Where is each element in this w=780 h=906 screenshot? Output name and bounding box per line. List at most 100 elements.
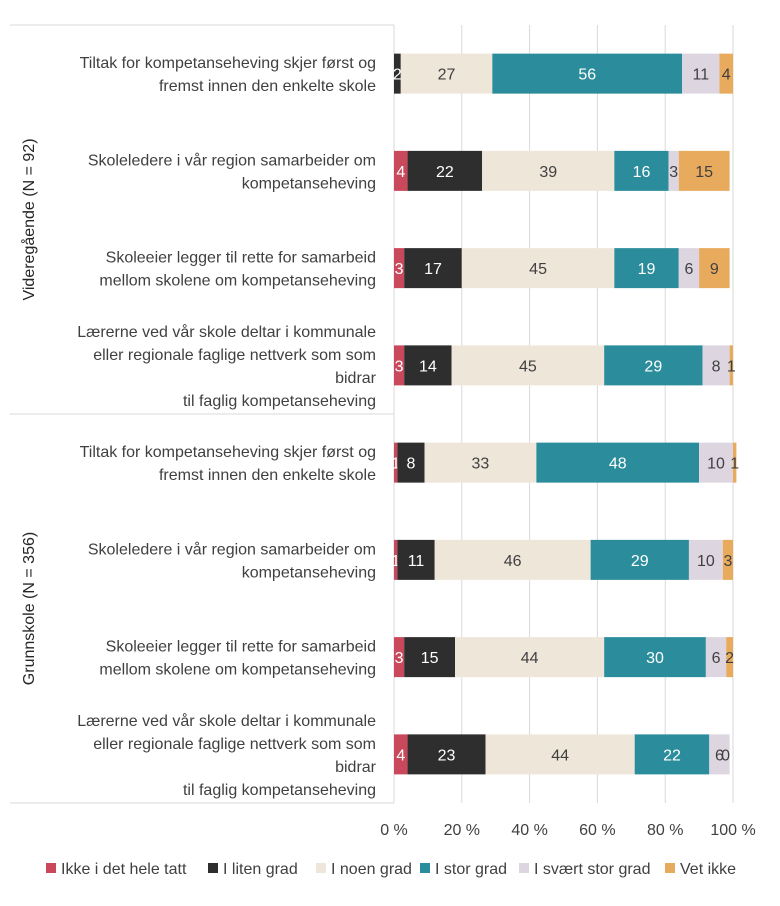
bar-segment (668, 150, 679, 191)
data-label: 3 (669, 164, 678, 181)
data-label: 3 (395, 650, 404, 667)
category-label: eller regionale faglige nettverk som som (93, 736, 376, 753)
bar-segment (434, 539, 591, 580)
bar-segment (604, 637, 706, 678)
data-label: 30 (646, 650, 664, 667)
data-label: 23 (438, 747, 456, 764)
category-label: fremst innen den enkelte skole (159, 467, 376, 484)
data-label: 19 (638, 261, 656, 278)
category-label: Skoleeier legger til rette for samarbeid (106, 250, 376, 267)
legend-label: I noen grad (331, 861, 412, 878)
data-label: 1 (391, 456, 400, 473)
bar-segment (394, 734, 408, 775)
legend-swatch (316, 863, 326, 873)
bar-segment (492, 53, 683, 94)
bar-segment (722, 539, 733, 580)
bar-segment (604, 345, 703, 386)
data-label: 39 (539, 164, 557, 181)
data-label: 15 (695, 164, 713, 181)
bar-segment (397, 539, 435, 580)
data-label: 0 (721, 747, 730, 764)
bar-segment (733, 442, 737, 483)
bar-segment (699, 248, 730, 289)
bar-segment (590, 539, 689, 580)
group-label: Videregående (N = 92) (20, 138, 38, 300)
data-label: 46 (504, 553, 522, 570)
bar-segment (394, 539, 398, 580)
category-label: Lærerne ved vår skole deltar i kommunale (77, 712, 376, 730)
bar-segment (400, 53, 493, 94)
data-label: 6 (715, 747, 724, 764)
data-label: 1 (727, 358, 736, 375)
data-label: 14 (419, 358, 437, 375)
legend-label: I stor grad (435, 861, 507, 878)
bar-segment (678, 150, 730, 191)
bar-segment (614, 248, 679, 289)
category-label: fremst innen den enkelte skole (159, 78, 376, 95)
legend-swatch (420, 863, 430, 873)
bar-segment (482, 150, 615, 191)
bar-segment (394, 345, 405, 386)
bar-segment (394, 442, 398, 483)
data-label: 4 (396, 164, 405, 181)
bar-segment (705, 637, 727, 678)
bar-segment (407, 150, 483, 191)
data-label: 15 (421, 650, 439, 667)
category-label: Skoleledere i vår region samarbeider om (88, 151, 376, 169)
data-label: 6 (684, 261, 693, 278)
data-label: 4 (396, 747, 405, 764)
bar-segment (394, 150, 408, 191)
x-tick-label: 100 % (710, 822, 755, 839)
data-label: 44 (521, 650, 539, 667)
bar-segment (614, 150, 669, 191)
data-label: 16 (633, 164, 651, 181)
legend-swatch (208, 863, 218, 873)
data-label: 2 (393, 67, 402, 84)
data-label: 22 (663, 747, 681, 764)
category-label: bidrar (335, 759, 377, 776)
category-label: Lærerne ved vår skole deltar i kommunale (77, 323, 376, 341)
x-tick-label: 80 % (647, 822, 683, 839)
data-label: 4 (722, 67, 731, 84)
data-label: 22 (436, 164, 454, 181)
bar-segment (678, 248, 700, 289)
data-label: 11 (692, 67, 709, 84)
category-label: mellom skolene om kompetanseheving (99, 273, 376, 290)
category-label: til faglig kompetanseheving (183, 393, 376, 410)
bar-segment (709, 734, 730, 775)
data-label: 9 (710, 261, 719, 278)
bar-segment (394, 248, 405, 289)
data-label: 6 (712, 650, 721, 667)
bar-segment (404, 345, 452, 386)
category-label: Tiltak for kompetanseheving skjer først … (80, 444, 376, 461)
legend-swatch (46, 863, 56, 873)
bar-segment (682, 53, 720, 94)
bar-segment (461, 248, 615, 289)
data-label: 27 (438, 67, 456, 84)
category-label: mellom skolene om kompetanseheving (99, 662, 376, 679)
bar-segment (404, 248, 462, 289)
category-label: Tiltak for kompetanseheving skjer først … (80, 55, 376, 72)
data-label: 45 (529, 261, 547, 278)
data-label: 8 (406, 456, 415, 473)
bar-segment (719, 53, 733, 94)
bar-segment (688, 539, 723, 580)
data-label: 17 (424, 261, 442, 278)
bar-segment (407, 734, 486, 775)
bar-segment (397, 442, 425, 483)
data-label: 11 (408, 553, 425, 570)
data-label: 3 (723, 553, 732, 570)
bar-segment (726, 637, 733, 678)
data-label: 2 (725, 650, 734, 667)
data-label: 44 (551, 747, 569, 764)
data-label: 8 (712, 358, 721, 375)
category-label: bidrar (335, 370, 377, 387)
category-label: Skoleeier legger til rette for samarbeid (106, 639, 376, 656)
data-label: 33 (472, 456, 490, 473)
category-label: Skoleledere i vår region samarbeider om (88, 540, 376, 558)
x-tick-label: 60 % (579, 822, 615, 839)
data-label: 29 (644, 358, 662, 375)
data-label: 48 (609, 456, 627, 473)
legend-swatch (665, 863, 675, 873)
